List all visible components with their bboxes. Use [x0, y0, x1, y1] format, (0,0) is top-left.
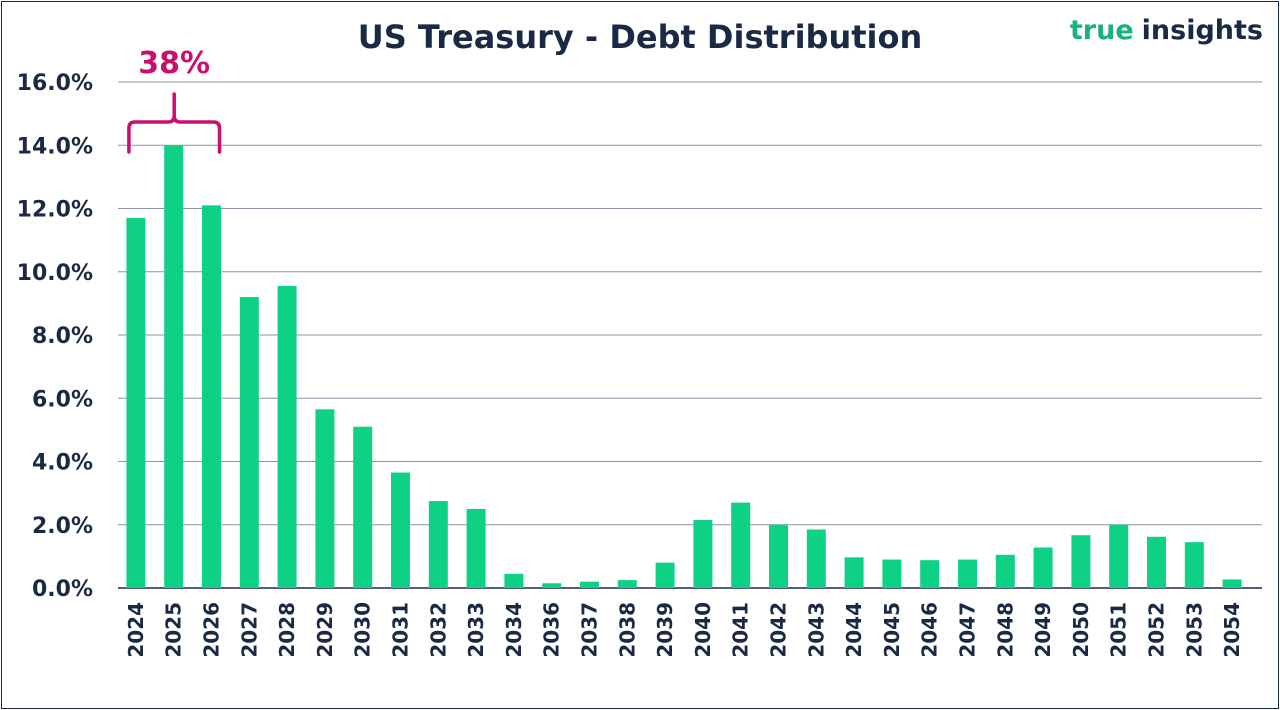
bar-2027	[239, 297, 259, 588]
x-tick-label: 2033	[464, 602, 488, 658]
x-tick-label: 2047	[956, 602, 980, 658]
bar-2039	[655, 562, 675, 588]
x-tick-label: 2028	[275, 602, 299, 658]
bar-2029	[315, 409, 335, 588]
bar-2034	[504, 573, 524, 588]
bar-2051	[1109, 524, 1129, 588]
bar-2036	[542, 583, 562, 588]
x-tick-label: 2032	[426, 602, 450, 658]
bar-2048	[995, 554, 1015, 588]
x-tick-label: 2049	[1031, 602, 1055, 658]
brand-logo-part2: insights	[1142, 15, 1263, 46]
y-tick-label: 6.0%	[32, 387, 93, 412]
y-tick-label: 0.0%	[32, 577, 93, 602]
bar-2053	[1184, 542, 1204, 588]
x-tick-label: 2040	[691, 602, 715, 658]
brand-logo-part1: true	[1070, 15, 1134, 46]
bar-2052	[1147, 536, 1166, 588]
x-tick-label: 2036	[540, 602, 564, 658]
x-tick-label: 2024	[124, 602, 148, 658]
annotation-label: 38%	[138, 46, 210, 81]
annotation-group: 38%	[127, 46, 222, 154]
bar-2054	[1222, 579, 1242, 588]
chart-title: US Treasury - Debt Distribution	[358, 18, 923, 56]
x-tick-label: 2051	[1107, 602, 1131, 658]
bar-2042	[769, 524, 788, 588]
y-tick-label: 2.0%	[32, 514, 93, 539]
x-tick-label: 2044	[842, 602, 866, 658]
x-tick-label: 2039	[653, 602, 677, 658]
x-tick-label: 2031	[389, 602, 413, 658]
x-tick-label: 2027	[237, 602, 261, 658]
y-tick-label: 10.0%	[17, 261, 93, 286]
bar-2043	[806, 529, 826, 588]
y-axis-ticks: 0.0% 2.0% 4.0% 6.0% 8.0% 10.0% 12.0% 14.0% 16.0%	[17, 71, 93, 602]
x-tick-label: 2048	[993, 602, 1017, 658]
x-axis-ticks: 2024 2025 2026 2027 2028 2029 2030 2031 2032 2033…	[124, 602, 1244, 658]
x-tick-label: 2025	[162, 602, 186, 658]
y-tick-label: 4.0%	[32, 451, 93, 476]
x-tick-label: 2029	[313, 602, 337, 658]
x-tick-label: 2052	[1145, 602, 1169, 658]
x-tick-label: 2037	[578, 602, 602, 658]
y-tick-label: 16.0%	[17, 71, 93, 96]
bar-2025	[164, 145, 184, 588]
bar-2028	[277, 285, 297, 588]
bars	[126, 145, 1242, 589]
bar-2038	[617, 580, 637, 588]
bar-2047	[958, 559, 977, 588]
bar-2024	[126, 217, 146, 589]
brand-logo: true insights	[1070, 15, 1263, 46]
bar-2032	[428, 501, 448, 588]
x-tick-label: 2026	[200, 602, 224, 658]
x-tick-label: 2053	[1182, 602, 1206, 658]
bar-2044	[844, 557, 864, 588]
bar-2046	[920, 560, 940, 588]
x-tick-label: 2054	[1220, 602, 1244, 658]
bar-2037	[580, 581, 599, 588]
bar-2041	[731, 502, 751, 588]
bar-2045	[882, 559, 902, 588]
bar-2040	[693, 520, 713, 588]
x-tick-label: 2034	[502, 602, 526, 658]
grid-lines	[118, 81, 1262, 589]
y-tick-label: 12.0%	[17, 198, 93, 223]
x-tick-label: 2050	[1069, 602, 1093, 658]
bar-2030	[353, 426, 373, 588]
bar-2026	[202, 205, 221, 588]
bar-2033	[466, 508, 486, 588]
x-tick-label: 2042	[767, 602, 791, 658]
annotation-bracket	[127, 92, 222, 154]
x-tick-label: 2046	[918, 602, 942, 658]
x-tick-label: 2038	[615, 602, 639, 658]
y-tick-label: 8.0%	[32, 324, 93, 349]
bar-2049	[1033, 547, 1053, 588]
bar-2050	[1071, 535, 1091, 588]
x-tick-label: 2030	[351, 602, 375, 658]
y-tick-label: 14.0%	[17, 134, 93, 159]
x-tick-label: 2045	[880, 602, 904, 658]
bar-2031	[391, 472, 410, 588]
x-tick-label: 2043	[804, 602, 828, 658]
x-tick-label: 2041	[729, 602, 753, 658]
